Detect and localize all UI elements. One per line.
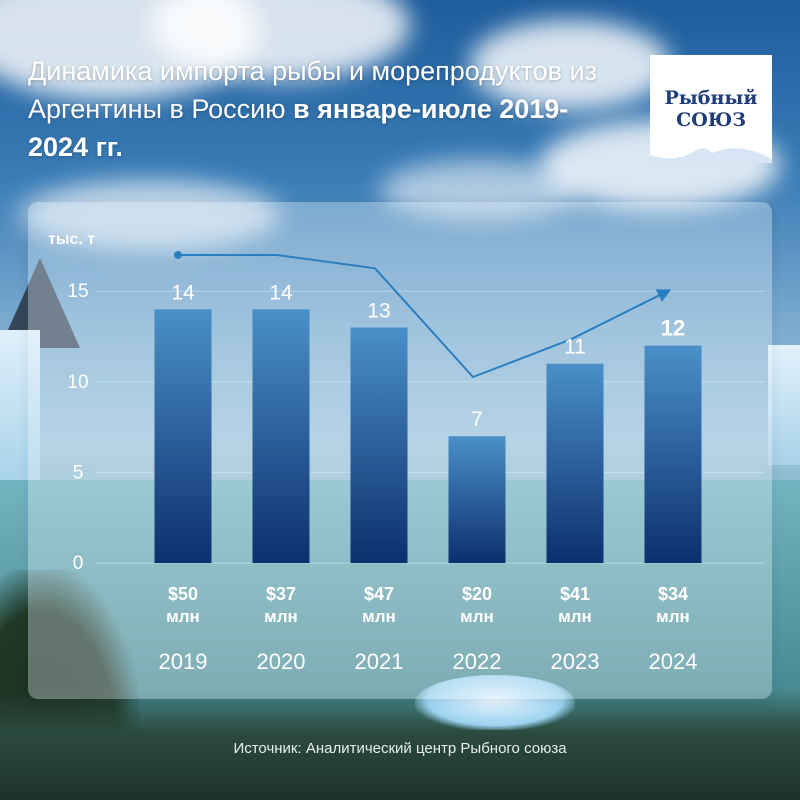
- data-label: 11: [564, 336, 586, 359]
- logo-text: Рыбный СОЮЗ: [650, 87, 772, 131]
- x-tick-label: 2021: [355, 649, 404, 674]
- logo-line1: Рыбный: [664, 87, 758, 109]
- bar-2019: [154, 309, 212, 563]
- value-usd-label: $50: [168, 584, 198, 604]
- bar-2021: [350, 327, 408, 563]
- bar-2020: [252, 309, 310, 563]
- bar-2024: [644, 345, 702, 563]
- x-tick-label: 2023: [551, 649, 600, 674]
- value-unit-label: млн: [264, 607, 298, 626]
- bar-2023: [546, 363, 604, 563]
- x-tick-label: 2024: [649, 649, 698, 674]
- data-label: 13: [367, 299, 390, 322]
- value-usd-label: $47: [364, 584, 394, 604]
- value-unit-label: млн: [460, 607, 494, 626]
- title-bold: в январе-июле 2019-2024 гг.: [28, 94, 569, 162]
- data-label: 7: [471, 408, 483, 431]
- logo: Рыбный СОЮЗ: [650, 55, 772, 163]
- source-note: Источник: Аналитический центр Рыбного со…: [233, 740, 567, 757]
- x-tick-label: 2022: [453, 649, 502, 674]
- value-unit-label: млн: [558, 607, 592, 626]
- y-tick-label: 15: [67, 281, 88, 302]
- trend-arrow-line: [178, 254, 672, 379]
- value-usd-label: $37: [266, 584, 296, 604]
- bar-2022: [448, 436, 506, 563]
- y-tick-label: 5: [73, 462, 84, 483]
- x-tick-label: 2020: [257, 649, 306, 674]
- logo-line2: СОЮЗ: [676, 109, 746, 131]
- y-tick-label: 0: [73, 553, 84, 574]
- value-usd-label: $34: [658, 584, 688, 604]
- y-tick-label: 10: [67, 372, 88, 393]
- trend-start-dot: [174, 251, 182, 259]
- logo-wave: [650, 148, 772, 163]
- title-regular: Динамика импорта рыбы и морепродуктов из…: [28, 56, 597, 124]
- chart-title: Динамика импорта рыбы и морепродуктов из…: [28, 52, 628, 166]
- data-label: 12: [661, 316, 685, 341]
- data-label: 14: [171, 281, 195, 304]
- y-axis-label: тыс. т: [48, 231, 95, 248]
- data-label: 14: [269, 281, 293, 304]
- value-unit-label: млн: [362, 607, 396, 626]
- value-usd-label: $20: [462, 584, 492, 604]
- value-unit-label: млн: [166, 607, 200, 626]
- value-unit-label: млн: [656, 607, 690, 626]
- value-usd-label: $41: [560, 584, 590, 604]
- x-tick-label: 2019: [159, 649, 208, 674]
